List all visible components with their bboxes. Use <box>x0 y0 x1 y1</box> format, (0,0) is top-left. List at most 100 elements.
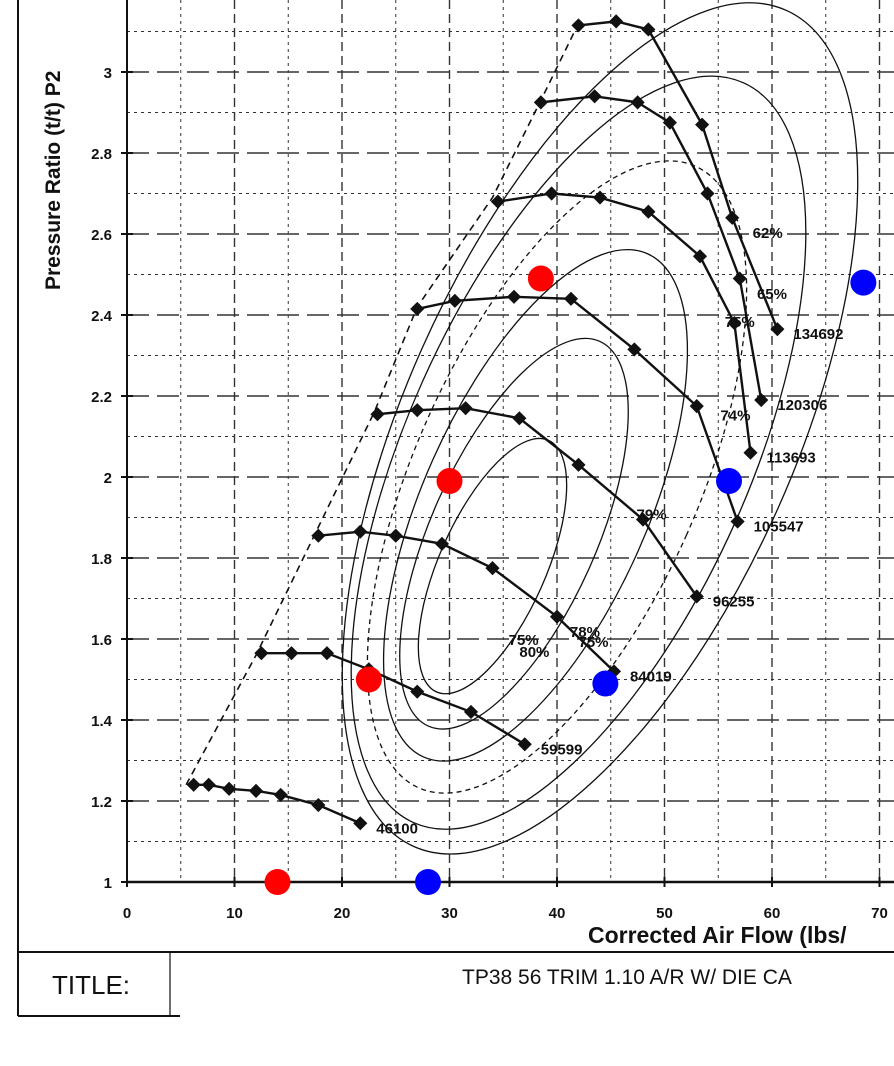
speed-line-point <box>571 457 586 472</box>
y-tick-label: 2.4 <box>91 308 113 325</box>
efficiency-island <box>382 248 689 762</box>
speed-line-point <box>311 528 326 543</box>
speed-line-label: 96255 <box>713 593 755 610</box>
operating-point-marker <box>264 869 291 895</box>
speed-line-point <box>463 704 479 719</box>
speed-line-point <box>311 797 326 813</box>
speed-line-label: 46100 <box>376 820 418 837</box>
x-tick-label: 10 <box>226 905 243 922</box>
speed-line-point <box>549 609 565 624</box>
speed-line-point <box>410 403 425 418</box>
speed-line-point <box>512 411 527 426</box>
efficiency-label: 79% <box>637 507 667 524</box>
speed-line <box>377 406 698 598</box>
chart-frame <box>17 0 894 1017</box>
speed-line-point <box>284 646 299 661</box>
x-tick-label: 40 <box>549 905 566 922</box>
speed-line-label: 105547 <box>754 519 804 536</box>
speed-line-point <box>743 445 758 460</box>
speed-line <box>193 783 361 825</box>
efficiency-island <box>341 2 859 855</box>
efficiency-island <box>399 337 629 730</box>
x-axis-title: Corrected Air Flow (lbs/ <box>588 922 847 948</box>
operating-point-marker <box>355 666 382 693</box>
x-tick-label: 60 <box>764 905 781 922</box>
speed-line-point <box>700 186 715 201</box>
speed-line-point <box>689 589 704 604</box>
efficiency-label: 74% <box>720 407 750 424</box>
speed-line-point <box>410 301 425 316</box>
speed-line-point <box>641 204 656 219</box>
operating-point-marker <box>436 468 463 495</box>
y-tick-label: 2.8 <box>91 146 112 163</box>
y-tick-label: 2.2 <box>91 389 112 406</box>
speed-line-point <box>725 210 740 225</box>
speed-line-point <box>458 401 473 416</box>
speed-line-point <box>434 536 450 551</box>
speed-line-point <box>410 684 425 699</box>
y-tick-label: 1.4 <box>91 713 113 730</box>
speed-line-label: 84019 <box>630 668 672 685</box>
chart-tick-labels: 0 10 20 30 40 50 60 70 1 1.2 1.4 1.6 1.8 2 2.2 2.4 2.6 2.… <box>91 65 888 922</box>
speed-line <box>540 95 763 401</box>
speed-line <box>497 192 752 453</box>
speed-line-point <box>353 816 368 831</box>
speed-line-label: 134692 <box>793 326 843 343</box>
speed-line-point <box>319 646 335 661</box>
speed-line-point <box>727 316 742 331</box>
x-tick-label: 0 <box>123 905 131 922</box>
x-tick-label: 20 <box>334 905 351 922</box>
speed-line-point <box>730 514 745 529</box>
speed-line-point <box>544 186 559 201</box>
y-tick-label: 2 <box>104 470 112 487</box>
speed-line-point <box>571 18 586 33</box>
chart-axes <box>126 0 894 884</box>
x-tick-label: 30 <box>441 905 458 922</box>
x-tick-label: 70 <box>871 905 888 922</box>
y-tick-label: 1.2 <box>91 794 112 811</box>
speed-line-point <box>754 392 769 408</box>
speed-line-label: 120306 <box>777 397 827 414</box>
speed-line-point <box>248 783 264 798</box>
y-tick-label: 3 <box>104 65 112 82</box>
speed-line-point <box>689 399 704 414</box>
speed-line <box>261 651 526 746</box>
speed-line-point <box>630 95 645 110</box>
speed-line-point <box>273 787 288 802</box>
efficiency-label: 75% <box>509 632 539 649</box>
speed-line <box>318 530 615 673</box>
speed-line-point <box>186 777 201 792</box>
efficiency-label: 75% <box>725 314 755 331</box>
speed-line-point <box>641 22 656 37</box>
efficiency-island <box>366 160 748 794</box>
speed-line-point <box>485 561 500 576</box>
operating-point-markers <box>264 265 877 895</box>
title-block-text: TP38 56 TRIM 1.10 A/R W/ DIE CA <box>462 966 792 989</box>
speed-line-point <box>533 95 548 110</box>
efficiency-label: 80% <box>519 644 549 661</box>
speed-line <box>578 20 779 330</box>
speed-line-point <box>353 524 368 539</box>
speed-line-point <box>254 646 269 661</box>
y-tick-label: 1.8 <box>91 551 112 568</box>
speed-line-label: 113693 <box>767 450 816 467</box>
speed-line-point <box>732 271 747 286</box>
y-tick-label: 2.6 <box>91 227 112 244</box>
x-tick-label: 50 <box>656 905 673 922</box>
y-tick-label: 1 <box>104 875 112 892</box>
efficiency-labels: 80%75% 78%75%79%74%75%65%62% <box>509 225 787 661</box>
speed-line-point <box>370 407 385 422</box>
speed-line-point <box>770 322 785 337</box>
speed-line-point <box>201 777 216 792</box>
speed-line-point <box>506 289 522 304</box>
operating-point-marker <box>716 468 742 495</box>
speed-line-point <box>695 117 710 132</box>
speed-line-point <box>563 291 579 306</box>
speed-line-point <box>609 14 624 29</box>
operating-point-marker <box>850 269 877 296</box>
speed-line-point <box>635 512 651 527</box>
y-axis-title: Pressure Ratio (t/t) P2 <box>42 70 65 290</box>
efficiency-label: 78% <box>570 624 600 641</box>
speed-line-point <box>587 89 602 104</box>
